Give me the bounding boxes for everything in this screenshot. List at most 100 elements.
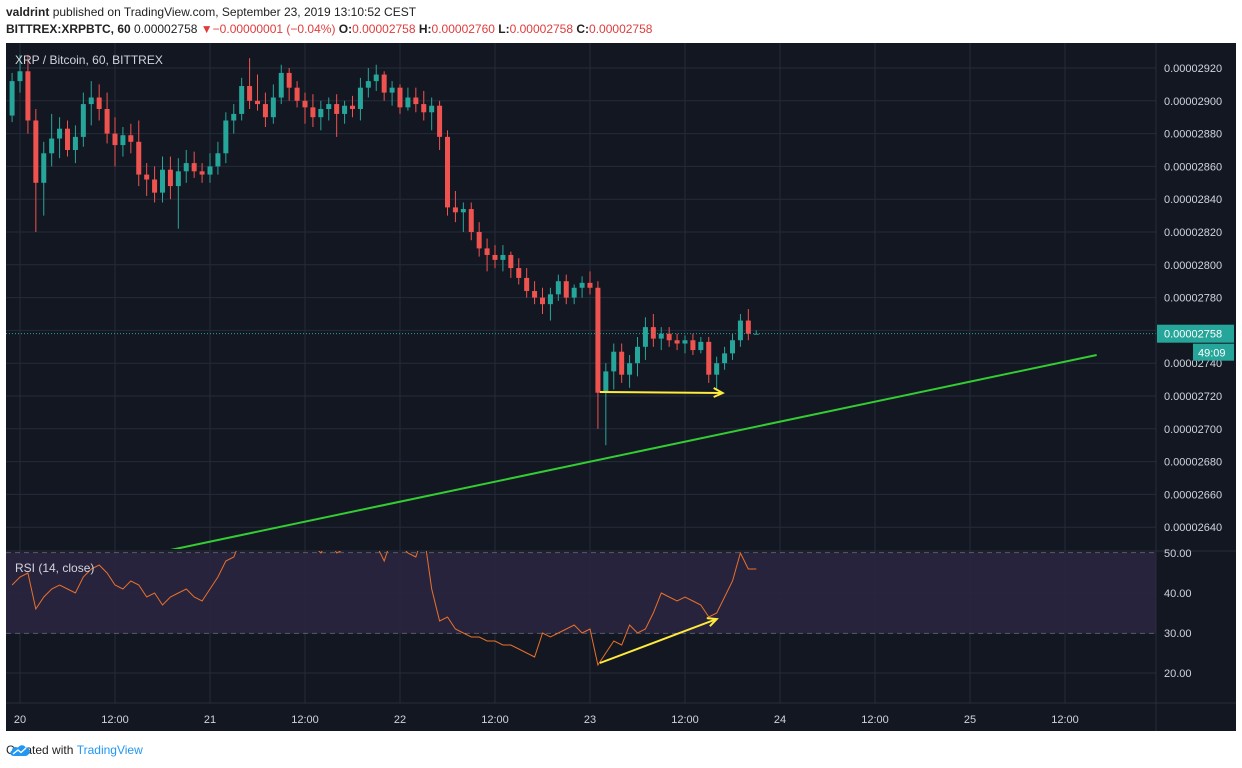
candle-body <box>239 86 245 114</box>
high-label: H: <box>418 22 432 36</box>
rsi-arrow-line <box>599 618 718 664</box>
price-tick-label: 0.00002920 <box>1164 63 1222 75</box>
countdown-tag <box>1193 343 1234 361</box>
candle-body <box>587 282 593 288</box>
tradingview-brand[interactable]: TradingView <box>76 743 143 757</box>
candle-body <box>555 281 561 295</box>
price-tick-label: 0.00002720 <box>1164 391 1222 403</box>
candle-body <box>215 153 221 167</box>
candle-body <box>175 171 181 187</box>
candle-body <box>682 340 688 344</box>
candle-body <box>17 71 23 82</box>
candle-body <box>658 333 664 339</box>
candle-body <box>223 120 229 154</box>
candle-body <box>540 297 545 305</box>
candle-body <box>603 371 609 393</box>
candle-body <box>421 104 427 113</box>
rsi-arrow-head <box>706 617 719 627</box>
price-arrow-line <box>599 391 723 394</box>
candle-body <box>714 363 720 375</box>
candle-body <box>405 97 411 108</box>
candle-body <box>563 281 569 298</box>
time-tick-label: 24 <box>774 714 786 726</box>
time-tick-label: 12:00 <box>671 714 699 726</box>
published-text: published on TradingView.com, September … <box>52 5 417 19</box>
candle-body <box>698 341 704 351</box>
candle-body <box>25 71 31 121</box>
candle-body <box>88 97 94 105</box>
rsi-tick-label: 20.00 <box>1164 668 1192 680</box>
time-tick-label: 20 <box>14 714 26 726</box>
price-arrow-head <box>713 387 725 398</box>
candle-body <box>326 104 332 109</box>
candle-body <box>635 346 640 364</box>
time-tick-label: 12:00 <box>101 714 129 726</box>
candle-body <box>33 120 39 183</box>
candle-body <box>318 109 324 118</box>
candle-body <box>500 254 506 260</box>
time-tick-label: 23 <box>584 714 596 726</box>
candle-body <box>104 109 110 134</box>
close-label: C: <box>576 22 590 36</box>
axes: 0.00002920 0.00002900 0.00002880 0.00002860… <box>6 43 1236 731</box>
candle-body <box>619 351 625 375</box>
time-tick-label: 22 <box>394 714 406 726</box>
price-tick-label: 0.00002680 <box>1164 457 1222 469</box>
price-tick-label: 0.00002880 <box>1164 129 1222 141</box>
candle-body <box>310 107 316 118</box>
candle-body <box>674 340 680 344</box>
price-tick-label: 0.00002640 <box>1164 522 1222 534</box>
candle-body <box>722 353 728 364</box>
price-tick-label: 0.00002840 <box>1164 194 1222 206</box>
candle-body <box>666 333 672 341</box>
candle-body <box>365 81 371 88</box>
candle-body <box>460 209 466 213</box>
rsi-band-group <box>6 553 1156 633</box>
symbol-info-bar: BITTREX:XRPBTC, 60 0.00002758 ▼−0.000000… <box>6 22 652 36</box>
candle-body <box>429 105 435 113</box>
candle-body <box>737 320 743 341</box>
candle-body <box>152 179 158 193</box>
candle-body <box>49 138 55 154</box>
candle-body <box>484 248 490 255</box>
candle-body <box>294 87 300 101</box>
candle-body <box>611 351 617 372</box>
current-price-tag <box>1157 324 1234 343</box>
price-change: −0.00000001 (−0.04%) <box>212 22 336 36</box>
candle-body <box>413 97 419 105</box>
candle-body <box>642 327 648 347</box>
candle-body <box>730 340 735 354</box>
chart-frame[interactable]: 0.00002920 0.00002900 0.00002880 0.00002860… <box>6 43 1236 731</box>
candle-body <box>745 320 751 334</box>
chart-canvas[interactable]: 0.00002920 0.00002900 0.00002880 0.00002860… <box>6 43 1236 731</box>
time-tick-label: 12:00 <box>481 714 509 726</box>
time-tick-label: 25 <box>964 714 976 726</box>
candle-body <box>524 277 530 292</box>
price-tick-label: 0.00002820 <box>1164 227 1222 239</box>
candle-body <box>468 209 474 232</box>
candle-body <box>579 282 585 288</box>
candle-body <box>350 105 355 109</box>
candle-body <box>532 291 538 298</box>
candle-body <box>381 74 387 93</box>
candle-body <box>357 87 363 109</box>
rsi-tick-label: 50.00 <box>1164 548 1192 560</box>
candle-body <box>96 97 102 109</box>
candle-body <box>112 133 118 146</box>
candle-body <box>595 287 601 393</box>
candle-body <box>627 363 633 375</box>
price-tick-label: 0.00002780 <box>1164 293 1222 305</box>
candle-body <box>690 340 696 351</box>
candle-body <box>80 104 86 137</box>
candle-body <box>571 287 577 298</box>
candle-body <box>286 72 292 88</box>
author-name[interactable]: valdrint <box>6 5 50 19</box>
candle-body <box>191 163 197 172</box>
candle-body <box>136 141 142 175</box>
candle-body <box>452 207 458 213</box>
main-chart-title: XRP / Bitcoin, 60, BITTREX <box>15 53 163 67</box>
candle-body <box>247 86 253 101</box>
candle-body <box>270 97 276 118</box>
low-value: 0.00002758 <box>509 22 574 36</box>
candle-body <box>120 135 126 146</box>
